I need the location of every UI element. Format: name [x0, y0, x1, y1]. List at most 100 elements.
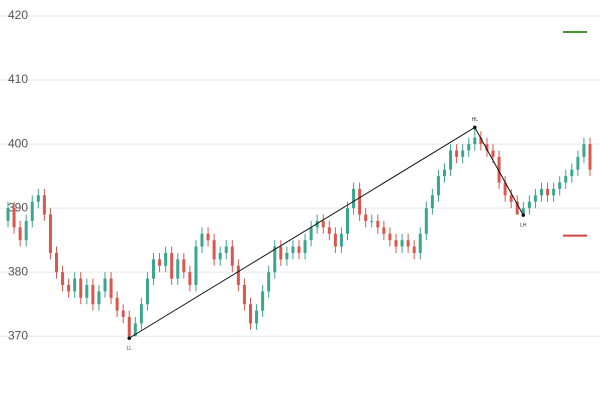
- candle-body: [12, 208, 16, 228]
- y-tick-label: 390: [8, 200, 28, 214]
- pivot-point: [521, 213, 526, 217]
- candle-body: [370, 220, 374, 222]
- candle-body: [267, 272, 271, 292]
- candle-body: [582, 144, 586, 157]
- candle-body: [400, 240, 404, 247]
- candle-body: [170, 252, 174, 279]
- candle-body: [97, 291, 101, 305]
- y-tick-label: 400: [8, 136, 28, 150]
- candle-body: [527, 201, 531, 209]
- candle-body: [418, 233, 422, 253]
- candle-body: [303, 240, 307, 253]
- candle-body: [67, 284, 71, 292]
- candle-body: [230, 246, 234, 266]
- candle-body: [6, 208, 10, 221]
- candle-body: [333, 233, 337, 247]
- candle-body: [133, 323, 137, 337]
- candle-body: [188, 272, 192, 285]
- candle-body: [255, 310, 259, 324]
- candle-body: [309, 227, 313, 241]
- candle-body: [558, 182, 562, 189]
- candle-body: [430, 195, 434, 209]
- candle-body: [109, 278, 113, 298]
- candle-body: [540, 188, 543, 196]
- candle-body: [576, 156, 580, 170]
- candle-body: [24, 220, 28, 241]
- candle-body: [158, 259, 162, 266]
- candle-body: [176, 259, 180, 279]
- candle-body: [194, 246, 198, 285]
- pivot-point: [473, 125, 477, 130]
- y-tick-label: 420: [8, 8, 28, 22]
- candle-body: [473, 137, 477, 145]
- candle-body: [236, 265, 240, 285]
- candle-body: [546, 188, 550, 196]
- candle-body: [509, 195, 513, 202]
- candle-body: [467, 144, 471, 151]
- candle-body: [297, 246, 301, 253]
- candle-body: [352, 188, 356, 209]
- candle-body: [515, 201, 519, 215]
- candle-body: [55, 252, 58, 273]
- candle-body: [206, 233, 210, 241]
- candle-body: [424, 208, 428, 234]
- candle-body: [552, 188, 556, 196]
- candle-body: [73, 278, 77, 292]
- candle-body: [491, 150, 495, 157]
- y-tick-label: 370: [8, 328, 28, 342]
- candle-body: [382, 227, 386, 234]
- candle-body: [85, 284, 89, 298]
- candle-body: [36, 195, 40, 202]
- candle-body: [503, 182, 507, 196]
- candle-body: [91, 284, 95, 305]
- candle-body: [48, 214, 52, 253]
- candle-body: [449, 150, 453, 170]
- candle-body: [115, 297, 119, 311]
- candle-body: [485, 144, 489, 151]
- candle-body: [224, 246, 228, 253]
- candle-body: [497, 156, 501, 183]
- candle-body: [279, 246, 283, 260]
- candle-body: [315, 220, 319, 228]
- y-tick-label: 380: [8, 264, 28, 278]
- candle-body: [588, 144, 592, 170]
- candle-body: [443, 169, 446, 177]
- pivot-label: LH: [520, 223, 527, 229]
- candle-body: [285, 252, 289, 260]
- candle-body: [242, 284, 246, 305]
- candle-body: [412, 246, 416, 253]
- zigzag-line: [128, 126, 524, 339]
- candle-body: [218, 252, 222, 260]
- candle-body: [103, 278, 107, 292]
- candle-body: [61, 272, 65, 285]
- pivot-label: LL: [126, 345, 132, 351]
- candle-body: [364, 214, 368, 221]
- candle-body: [461, 150, 465, 157]
- candle-body: [346, 208, 349, 234]
- candle-body: [200, 233, 204, 247]
- candle-body: [388, 233, 392, 241]
- candle-body: [455, 150, 459, 157]
- candle-body: [327, 227, 331, 234]
- candle-body: [121, 310, 125, 317]
- candle-body: [521, 208, 525, 215]
- candle-body: [18, 227, 22, 241]
- candle-body: [139, 304, 143, 324]
- candle-body: [291, 246, 295, 253]
- candle-body: [394, 240, 398, 247]
- candle-body: [436, 176, 440, 196]
- candle-body: [30, 201, 34, 221]
- candle-body: [376, 220, 380, 228]
- candle-body: [152, 259, 155, 279]
- candle-body: [127, 316, 131, 337]
- pivot-point: [127, 336, 132, 340]
- candle-body: [182, 259, 186, 273]
- candle-body: [261, 291, 265, 311]
- candle-body: [358, 188, 362, 215]
- candle-body: [145, 278, 149, 305]
- candle-body: [339, 233, 343, 247]
- candle-body: [273, 246, 277, 273]
- candle-body: [321, 220, 325, 228]
- candle-body: [406, 240, 410, 247]
